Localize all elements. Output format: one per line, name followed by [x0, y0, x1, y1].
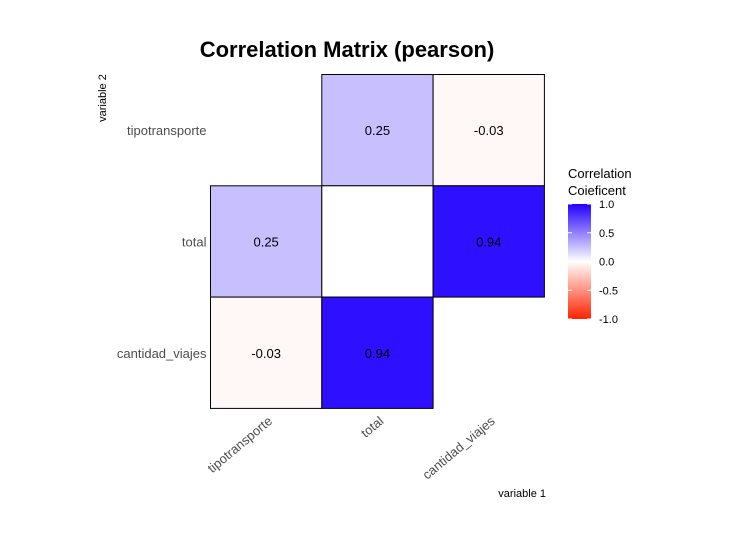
x-tick-label: cantidad_viajes: [419, 413, 498, 482]
y-tick-label: total: [182, 234, 207, 249]
legend-tick-label: -0.5: [599, 285, 618, 297]
legend-title: Coieficent: [568, 183, 626, 198]
cell-value-label: 0.94: [365, 346, 390, 361]
y-tick-label: cantidad_viajes: [117, 346, 207, 361]
legend-tick-label: -1.0: [599, 314, 618, 326]
cell-value-label: -0.03: [251, 346, 281, 361]
cell-value-label: 0.94: [476, 234, 501, 249]
x-tick-labels: tipotransporte total cantidad_viajes: [205, 413, 499, 482]
heatmap-cells: 0.25 -0.03 0.25 0.94 -0.03 0.94: [210, 74, 545, 409]
y-tick-label: tipotransporte: [127, 123, 207, 138]
chart-title: Correlation Matrix (pearson): [200, 37, 495, 62]
legend-tick-label: 1.0: [599, 199, 614, 211]
heatmap-cell: [432, 185, 545, 298]
heatmap-cell: [210, 185, 323, 298]
legend-tick-label: 0.0: [599, 257, 614, 269]
heatmap-cell: [210, 296, 323, 409]
cell-value-label: 0.25: [365, 123, 390, 138]
cell-value-label: 0.25: [253, 234, 278, 249]
y-axis-title: variable 2: [97, 74, 109, 122]
x-tick-label: tipotransporte: [205, 413, 276, 476]
heatmap-cell: [321, 296, 434, 409]
legend-title: Correlation: [568, 166, 632, 181]
y-tick-labels: cantidad_viajes total tipotransporte: [117, 123, 207, 361]
heatmap-cell: [321, 185, 434, 298]
x-tick-label: total: [358, 413, 387, 440]
legend-colorbar: [568, 204, 591, 319]
cell-value-label: -0.03: [474, 123, 504, 138]
legend-tick-label: 0.5: [599, 228, 614, 240]
heatmap-cell: [321, 74, 434, 187]
heatmap-cell: [432, 74, 545, 187]
x-axis-title: variable 1: [498, 488, 546, 500]
